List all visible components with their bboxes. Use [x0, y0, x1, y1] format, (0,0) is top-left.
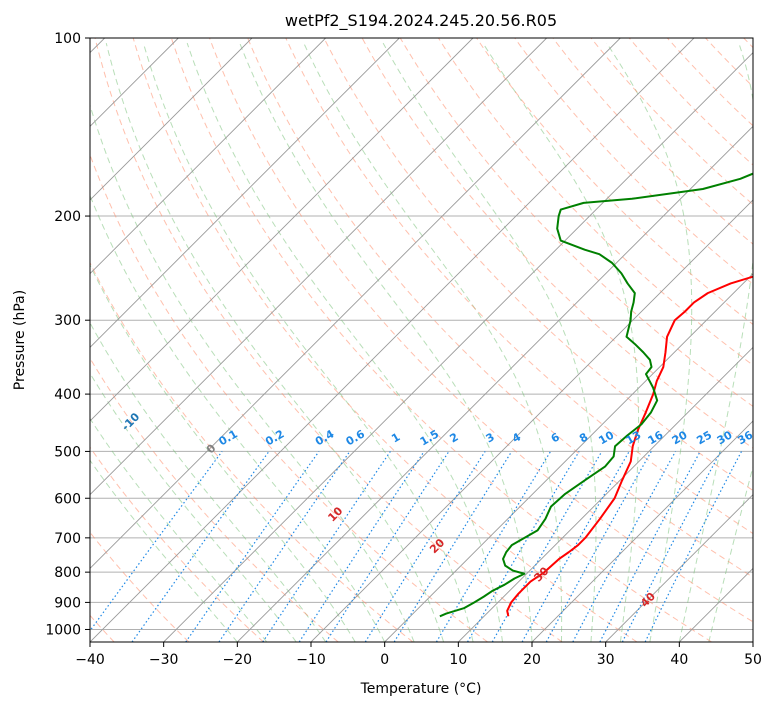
y-tick-label: 700 — [54, 531, 81, 547]
moist-adiabat-line — [90, 372, 297, 642]
dry-adiabat-line — [476, 38, 753, 326]
mixing-ratio-line — [572, 451, 677, 642]
moist-adiabat-line — [303, 42, 563, 642]
moist-adiabat-line — [142, 42, 474, 642]
plot-background — [90, 38, 753, 642]
mixing-ratio-line — [491, 451, 603, 642]
isotherm-line — [310, 199, 753, 642]
isotherm-line — [90, 38, 695, 642]
x-tick-label: −40 — [75, 652, 105, 668]
dewpoint-profile — [439, 172, 753, 618]
y-tick-label: 800 — [54, 565, 81, 581]
x-tick-label: 30 — [597, 652, 615, 668]
y-tick-label: 300 — [54, 313, 81, 329]
dry-adiabat-line — [90, 446, 264, 642]
mixing-ratio-line — [131, 451, 270, 642]
moist-adiabat-line — [90, 263, 356, 642]
x-tick-label: −30 — [149, 652, 179, 668]
x-tick-label: 0 — [380, 652, 389, 668]
y-tick-label: 900 — [54, 595, 81, 611]
moist-adiabat-line — [708, 464, 753, 642]
y-tick-label: 1000 — [45, 622, 81, 638]
mixing-ratio-line — [545, 451, 652, 642]
x-tick-label: 50 — [744, 652, 762, 668]
isotherms — [90, 38, 753, 642]
y-tick-label: 500 — [54, 444, 81, 460]
dry-adiabat-line — [247, 38, 753, 578]
isotherm-line — [90, 38, 326, 275]
isobar-gridlines — [90, 38, 753, 630]
dry-adiabat-line — [590, 38, 753, 206]
moist-adiabat-line — [606, 42, 693, 642]
dry-adiabat-line — [399, 38, 753, 408]
sounding-series — [439, 172, 753, 618]
isotherm-line — [458, 346, 753, 642]
isotherm-line — [163, 52, 753, 642]
isotherm-line — [237, 125, 753, 642]
moist-adiabat-line — [90, 417, 268, 642]
y-tick-label: 400 — [54, 387, 81, 403]
x-axis-label: Temperature (°C) — [360, 681, 482, 697]
dry-adiabat-line — [170, 38, 712, 642]
mixing-ratio-line — [218, 451, 351, 642]
isotherm-line — [90, 38, 253, 201]
mixing-ratio-line — [90, 451, 223, 632]
isotherm-line — [384, 273, 753, 642]
isotherm-line — [90, 38, 621, 569]
moist-adiabat-line — [239, 42, 533, 642]
plot-frame — [89, 37, 754, 643]
dry-adiabat-line — [209, 38, 753, 623]
mixing-ratio-line — [364, 451, 486, 642]
moist-adiabat-line — [678, 42, 753, 642]
isotherm-line — [90, 38, 400, 348]
y-tick-label: 200 — [54, 209, 81, 225]
dry-adiabat-line — [132, 38, 638, 642]
dry-adiabat-line — [90, 261, 414, 642]
mixing-ratio-line — [466, 451, 580, 642]
x-tick-label: −20 — [223, 652, 253, 668]
dry-adiabat-line — [514, 38, 753, 285]
moist-adiabat-line — [90, 459, 238, 642]
moist-adiabat-line — [90, 321, 327, 642]
x-axis-ticks: −40 −30 −20 −10 0 10 20 30 40 50 — [75, 642, 762, 668]
mixing-ratio-label: 36 — [735, 428, 755, 447]
y-axis-ticks: 100 200 300 400 500 600 700 800 900 1000 — [45, 31, 90, 638]
y-tick-label: 100 — [54, 31, 81, 47]
y-tick-label: 600 — [54, 491, 81, 507]
isotherm-line — [531, 420, 753, 642]
y-axis-label: Pressure (hPa) — [12, 290, 28, 390]
dry-adiabat-line — [628, 38, 753, 166]
mixing-ratio-line — [393, 451, 513, 642]
moist-adiabat-line — [482, 42, 640, 642]
isotherm-line — [605, 494, 753, 642]
x-tick-label: −10 — [296, 652, 326, 668]
x-tick-label: 40 — [670, 652, 688, 668]
moist-adiabat-line — [186, 42, 504, 642]
dry-adiabat-line — [323, 38, 753, 492]
x-tick-label: 10 — [449, 652, 467, 668]
mixing-ratio-line — [325, 451, 450, 642]
x-tick-label: 20 — [523, 652, 541, 668]
temperature-profile — [506, 275, 753, 617]
moist-adiabat-line — [105, 42, 445, 642]
chart-title: wetPf2_S194.2024.245.20.56.R05 — [285, 11, 557, 31]
dry-adiabat-line — [94, 38, 563, 642]
isotherm-line — [90, 38, 474, 422]
isotherm-line — [90, 38, 547, 496]
moist-adiabat-line — [382, 42, 597, 642]
